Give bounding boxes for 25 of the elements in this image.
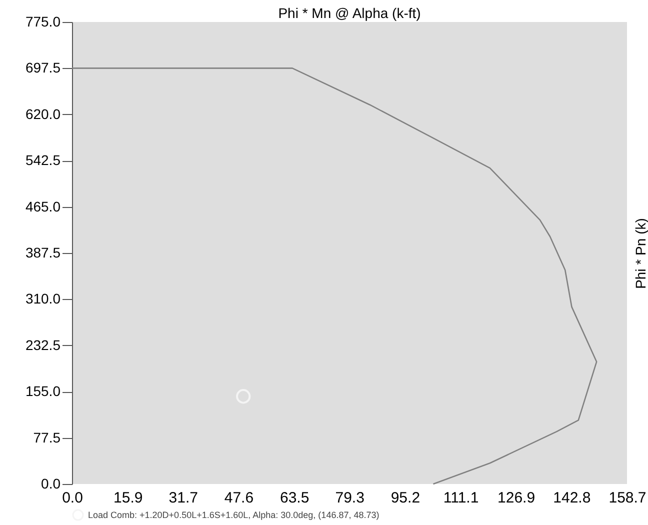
y-tick-label: 155.0 <box>25 383 61 400</box>
x-tick-label: 47.6 <box>224 490 254 506</box>
x-tick-label: 15.9 <box>114 490 143 506</box>
y-tick-label: 232.5 <box>25 336 61 353</box>
legend-label: Load Comb: +1.20D+0.50L+1.6S+1.60L, Alpha: 30.0deg, (146.87, 48.73) <box>88 510 380 520</box>
y-tick-label: 0.0 <box>41 476 61 492</box>
x-tick-label: 95.2 <box>390 490 420 506</box>
chart-title: Phi * Mn @ Alpha (k-ft) <box>278 5 421 21</box>
x-tick-label: 31.7 <box>168 490 198 506</box>
x-tick-label: 111.1 <box>443 490 479 506</box>
y-tick-label: 775.0 <box>25 14 61 30</box>
y-tick-label: 77.5 <box>33 429 61 446</box>
line-series <box>71 68 598 485</box>
y-tick-label: 620.0 <box>25 106 61 122</box>
x-tick-label: 158.7 <box>608 490 646 506</box>
y-tick-label: 310.0 <box>25 290 61 307</box>
y-tick-label: 697.5 <box>25 60 61 76</box>
y-tick-label: 465.0 <box>25 198 61 214</box>
x-tick-label: 142.8 <box>553 490 591 506</box>
x-tick-label: 79.3 <box>335 490 364 506</box>
x-tick-label: 63.5 <box>280 490 310 506</box>
y-tick-label: 542.5 <box>25 152 61 168</box>
x-tick-label: 0.0 <box>62 490 83 506</box>
x-tick-label: 126.9 <box>498 490 536 506</box>
y-tick-label: 387.5 <box>25 244 61 260</box>
